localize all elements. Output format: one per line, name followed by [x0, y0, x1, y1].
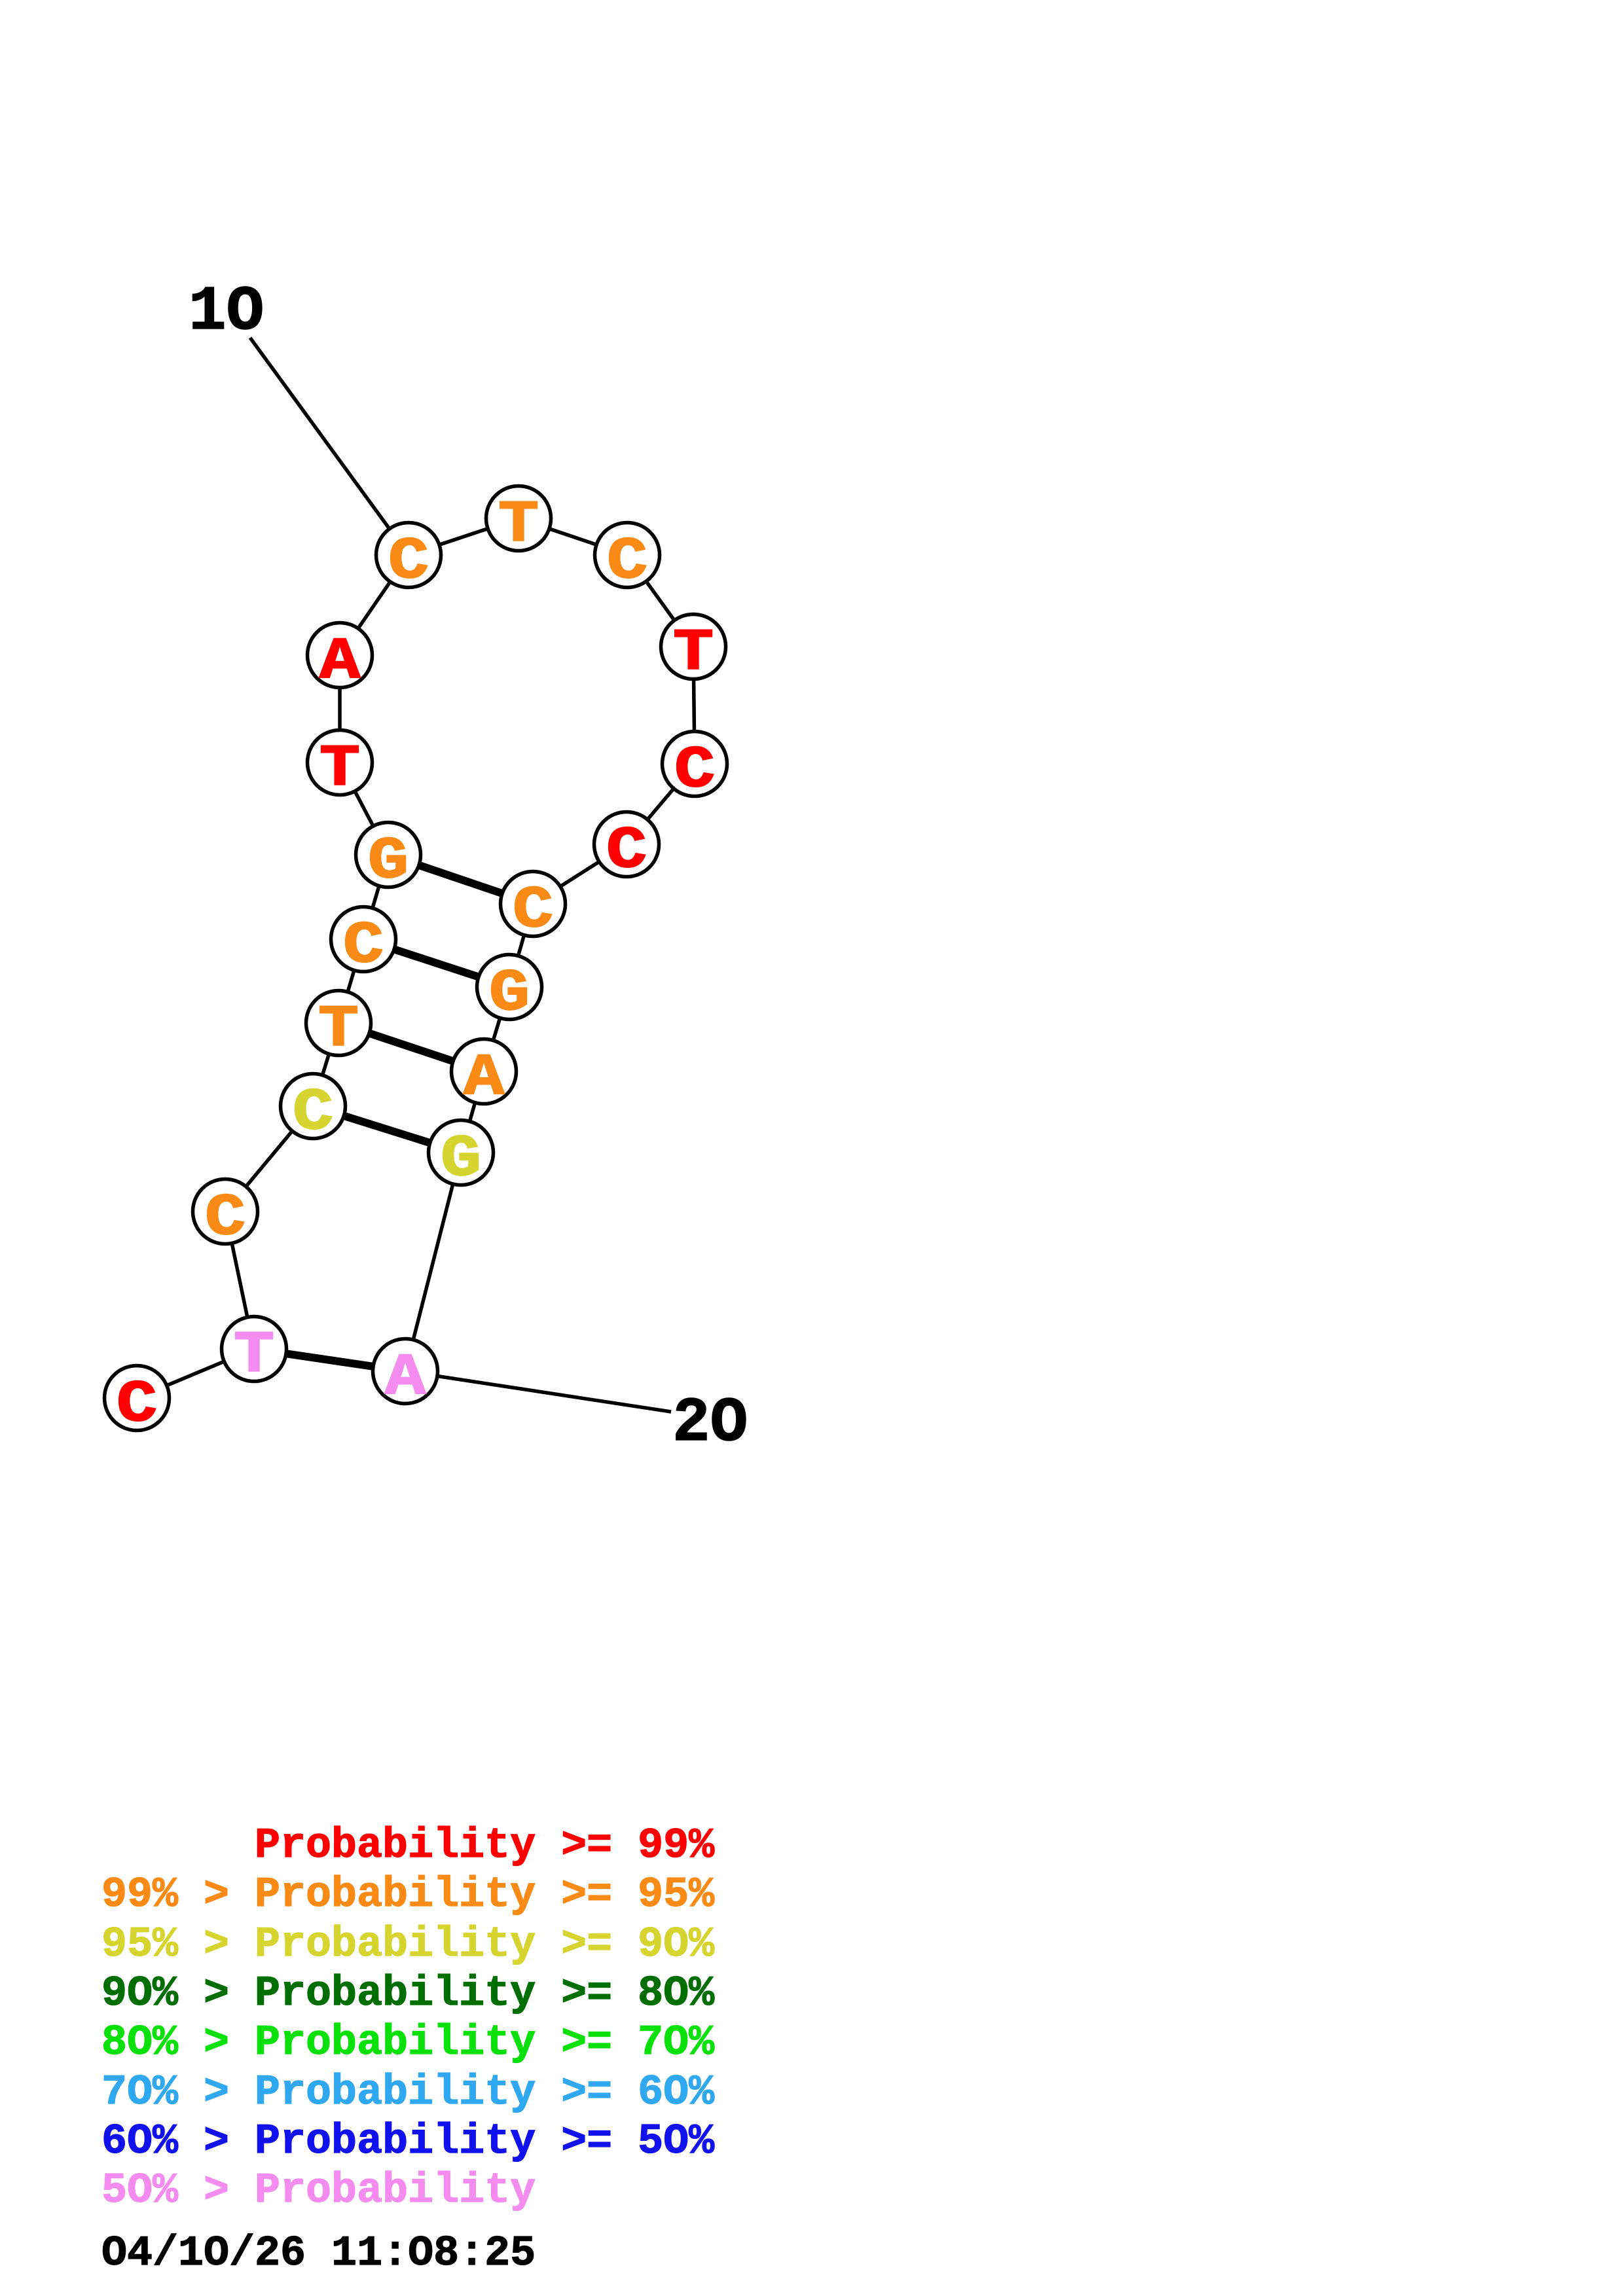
svg-text:C: C	[117, 1372, 157, 1439]
svg-text:C: C	[293, 1080, 333, 1147]
svg-text:C: C	[205, 1185, 246, 1252]
svg-text:99% > Probability >= 95%: 99% > Probability >= 95%	[101, 1871, 715, 1919]
svg-text:C: C	[674, 738, 715, 804]
svg-text:A: A	[385, 1345, 426, 1412]
svg-text:A: A	[319, 629, 361, 696]
svg-text:C: C	[343, 913, 384, 980]
svg-text:C: C	[606, 818, 647, 885]
svg-text:2O: 2O	[672, 1388, 748, 1459]
svg-text:5O% > Probability: 5O% > Probability	[101, 2166, 536, 2215]
svg-text:6O% > Probability >= 5O%: 6O% > Probability >= 5O%	[101, 2117, 715, 2166]
svg-text:T: T	[319, 736, 360, 803]
svg-text:C: C	[388, 529, 429, 596]
svg-text:1O: 1O	[189, 276, 264, 348]
svg-text:8O% > Probability >= 7O%: 8O% > Probability >= 7O%	[101, 2018, 715, 2067]
svg-text:G: G	[489, 961, 530, 1028]
svg-text:O4/1O/26 11:O8:25: O4/1O/26 11:O8:25	[101, 2229, 536, 2278]
svg-text:T: T	[318, 997, 359, 1064]
svg-text:C: C	[607, 529, 647, 596]
svg-text:7O% > Probability >= 6O%: 7O% > Probability >= 6O%	[101, 2068, 715, 2117]
svg-text:9O% > Probability >= 8O%: 9O% > Probability >= 8O%	[101, 1969, 715, 2018]
svg-text:Probability >= 99%: Probability >= 99%	[255, 1821, 715, 1870]
svg-text:T: T	[498, 492, 539, 559]
svg-text:95% > Probability >= 9O%: 95% > Probability >= 9O%	[101, 1920, 715, 1969]
svg-text:G: G	[441, 1126, 481, 1193]
svg-text:C: C	[513, 878, 553, 944]
svg-text:G: G	[368, 829, 409, 895]
svg-text:T: T	[234, 1323, 274, 1390]
svg-text:A: A	[464, 1045, 505, 1112]
svg-text:T: T	[673, 620, 714, 687]
